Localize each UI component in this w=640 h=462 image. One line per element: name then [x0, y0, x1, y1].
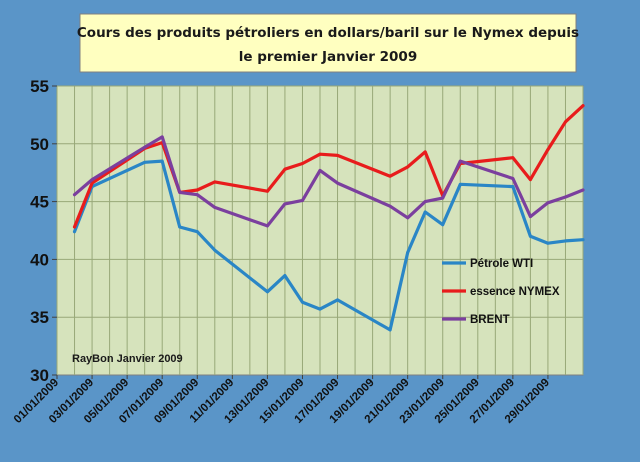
- data-point: [529, 178, 532, 182]
- data-point: [178, 190, 182, 194]
- data-point: [423, 200, 427, 204]
- data-point: [73, 193, 76, 197]
- data-point: [511, 177, 515, 180]
- data-point: [266, 290, 269, 294]
- chart-title-line-1: Cours des produits pétroliers en dollars…: [77, 25, 579, 41]
- data-point: [266, 189, 269, 193]
- data-point: [336, 298, 339, 302]
- data-point: [441, 223, 445, 227]
- y-tick-label: 35: [30, 308, 49, 327]
- y-axis: 30 35 40 45 50 55: [30, 77, 57, 385]
- data-point: [73, 225, 76, 229]
- data-point: [283, 167, 287, 171]
- gridlines: [56, 85, 584, 375]
- data-point: [388, 328, 392, 332]
- legend: Pétrole WTI essence NYMEX BRENT: [442, 258, 560, 326]
- data-point: [511, 156, 515, 160]
- data-point: [529, 234, 532, 238]
- title-box: [79, 13, 577, 73]
- y-tick-label: 50: [30, 135, 49, 154]
- data-point: [423, 210, 427, 214]
- data-point: [336, 181, 339, 185]
- data-point: [564, 239, 567, 243]
- data-point: [160, 135, 164, 139]
- data-point: [546, 148, 550, 151]
- data-point: [511, 185, 515, 188]
- data-point: [581, 188, 585, 192]
- data-point: [458, 159, 462, 163]
- data-point: [581, 238, 585, 242]
- data-point: [301, 199, 304, 202]
- data-point: [301, 162, 304, 165]
- data-point: [406, 251, 410, 254]
- data-point: [90, 178, 94, 182]
- data-point: [546, 241, 550, 245]
- chart-annotation: RayBon Janvier 2009: [72, 353, 183, 365]
- data-point: [301, 300, 304, 304]
- data-point: [266, 224, 269, 228]
- chart-title-line-2: le premier Janvier 2009: [239, 49, 417, 65]
- data-point: [90, 181, 94, 185]
- data-point: [406, 216, 410, 220]
- legend-label: BRENT: [470, 314, 510, 326]
- legend-label: essence NYMEX: [470, 286, 560, 298]
- series-line-2: [72, 135, 585, 228]
- data-point: [213, 248, 217, 252]
- data-point: [564, 195, 567, 199]
- data-point: [388, 174, 392, 178]
- series-lines: [72, 104, 585, 332]
- data-point: [423, 150, 427, 154]
- data-point: [318, 168, 322, 172]
- data-point: [581, 104, 585, 108]
- data-point: [318, 307, 322, 311]
- data-point: [195, 193, 199, 197]
- data-point: [143, 145, 147, 149]
- data-point: [388, 204, 392, 208]
- data-point: [458, 182, 462, 186]
- data-point: [195, 188, 199, 192]
- data-point: [195, 230, 199, 234]
- legend-label: Pétrole WTI: [470, 258, 533, 270]
- data-point: [143, 160, 147, 164]
- data-point: [213, 205, 217, 209]
- data-point: [336, 153, 339, 157]
- data-point: [283, 274, 287, 277]
- data-point: [318, 152, 322, 156]
- y-tick-label: 40: [30, 250, 49, 269]
- data-point: [546, 201, 550, 205]
- data-point: [441, 196, 445, 200]
- data-point: [73, 230, 76, 234]
- y-tick-label: 45: [30, 193, 49, 212]
- data-point: [213, 180, 217, 184]
- data-point: [564, 120, 567, 124]
- data-point: [160, 159, 164, 163]
- series-line-0: [72, 159, 585, 332]
- y-tick-label: 30: [30, 366, 49, 385]
- chart-title: Cours des produits pétroliers en dollars…: [77, 13, 579, 73]
- data-point: [529, 215, 532, 219]
- y-tick-label: 55: [30, 77, 49, 96]
- data-point: [406, 165, 410, 169]
- data-point: [283, 202, 287, 206]
- data-point: [178, 225, 182, 229]
- x-axis: 01/01/200903/01/200905/01/200907/01/2009…: [12, 375, 552, 426]
